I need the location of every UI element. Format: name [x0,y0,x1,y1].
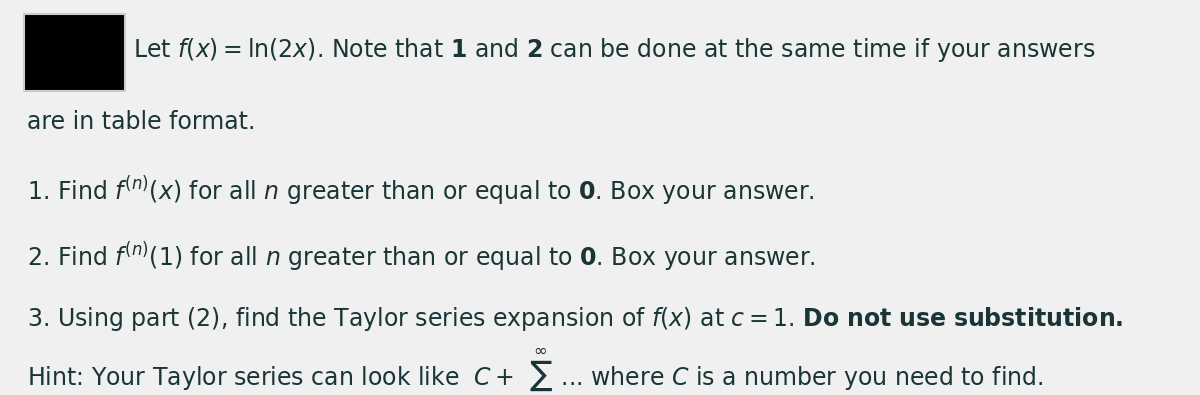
Text: Hint: Your Taylor series can look like  $C + \sum_{n=1}^{\infty}$... where $C$ i: Hint: Your Taylor series can look like $… [28,346,1044,395]
Text: 3. Using part (2), find the Taylor series expansion of $f(x)$ at $c = 1$. $\bf{D: 3. Using part (2), find the Taylor serie… [28,305,1123,333]
Text: Let $f(x) = \ln(2x)$. Note that $\mathbf{1}$ and $\mathbf{2}$ can be done at the: Let $f(x) = \ln(2x)$. Note that $\mathbf… [133,36,1096,64]
FancyBboxPatch shape [24,13,125,91]
Text: 1. Find $f^{(n)}(x)$ for all $n$ greater than or equal to $\mathbf{0}$. Box your: 1. Find $f^{(n)}(x)$ for all $n$ greater… [28,175,815,209]
Text: 2. Find $f^{(n)}(1)$ for all $n$ greater than or equal to $\mathbf{0}$. Box your: 2. Find $f^{(n)}(1)$ for all $n$ greater… [28,241,816,274]
Text: are in table format.: are in table format. [28,110,256,134]
